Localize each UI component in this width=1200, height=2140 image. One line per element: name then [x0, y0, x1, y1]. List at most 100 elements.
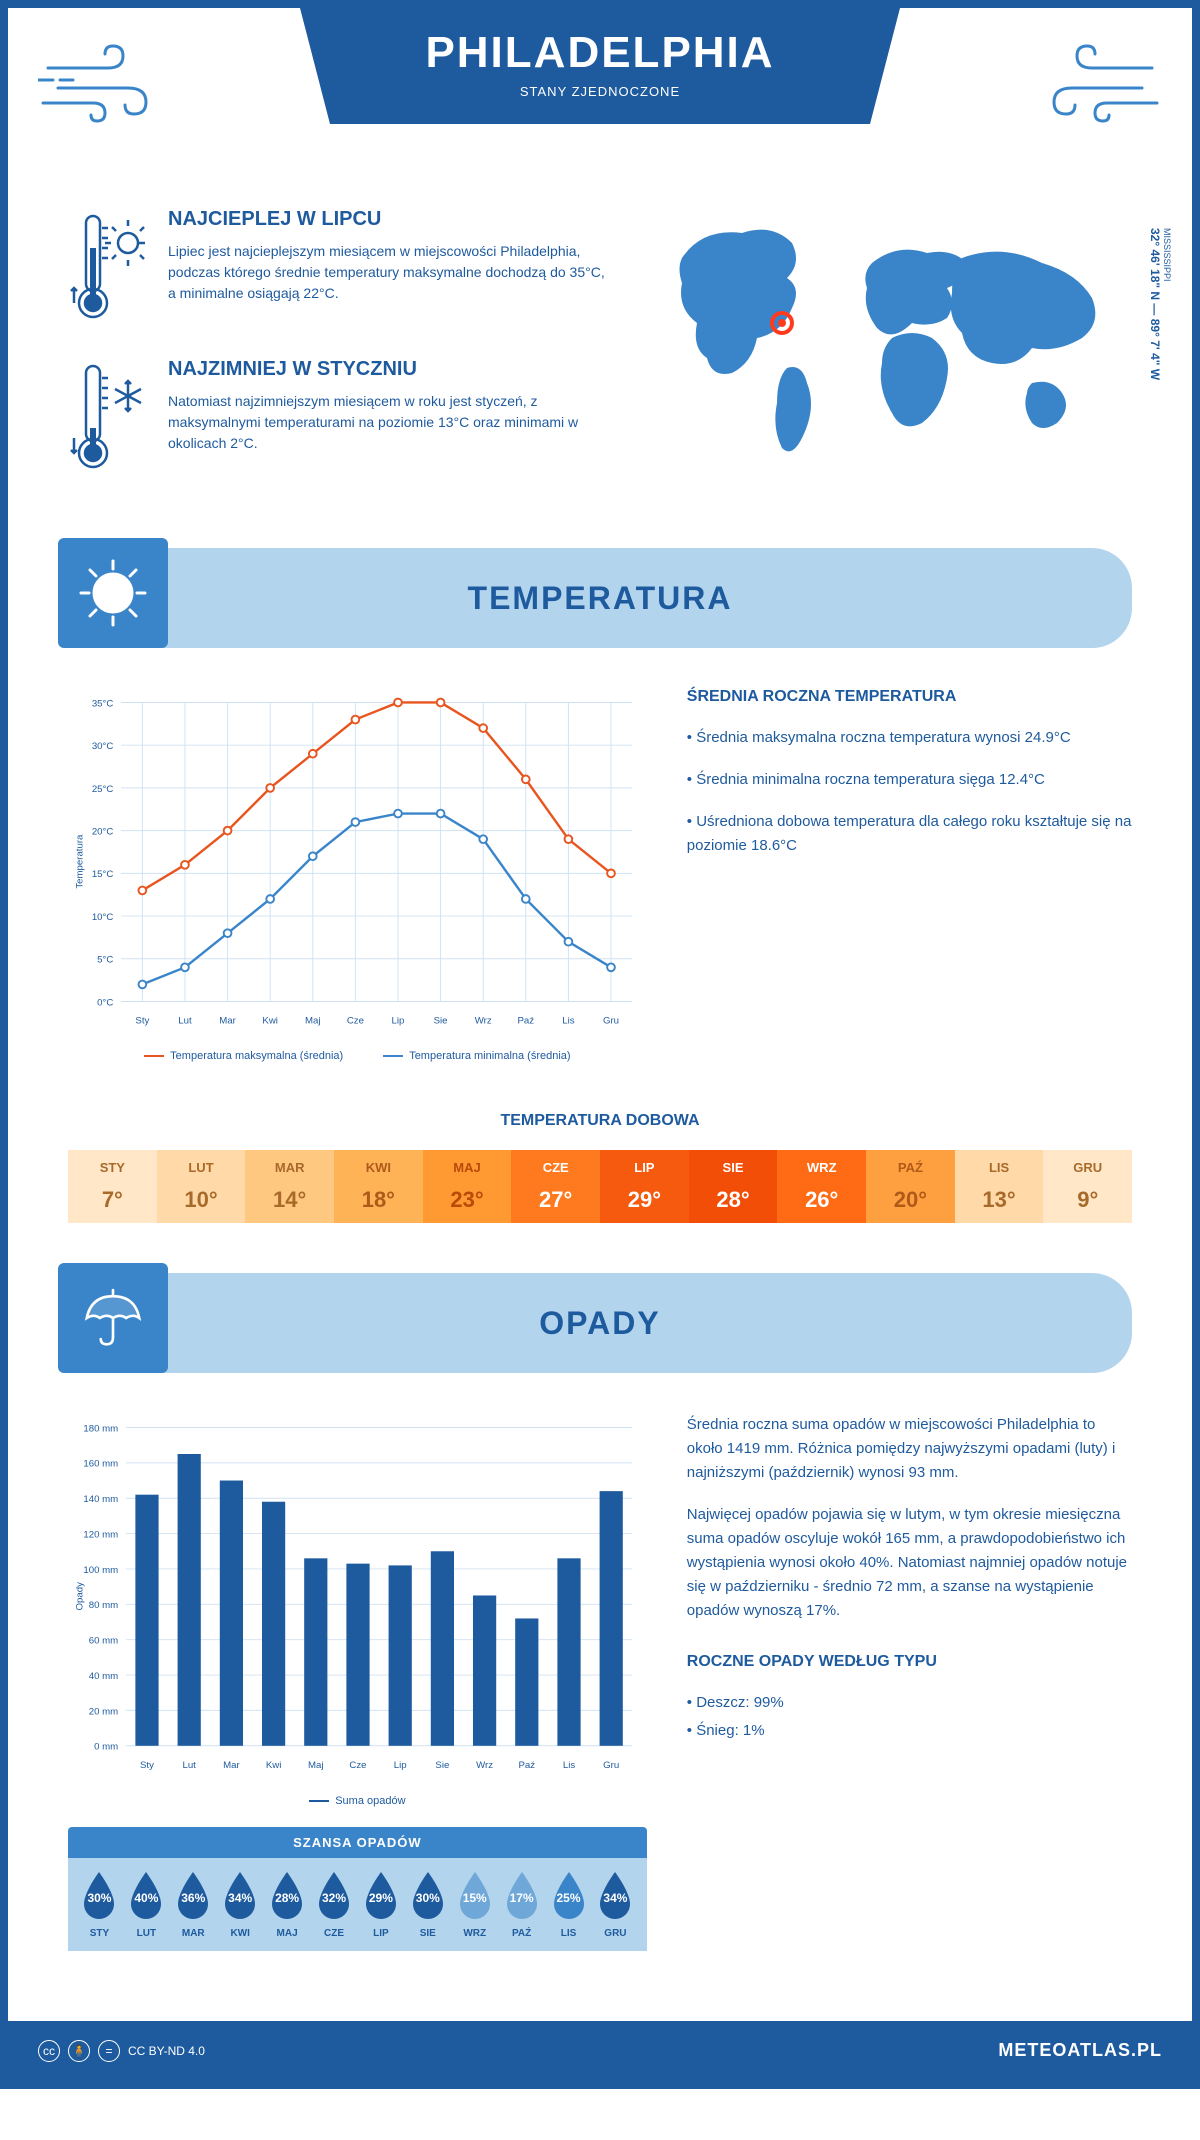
- svg-text:100 mm: 100 mm: [83, 1565, 118, 1576]
- svg-text:140 mm: 140 mm: [83, 1494, 118, 1505]
- cold-block: NAJZIMNIEJ W STYCZNIU Natomiast najzimni…: [68, 358, 612, 478]
- svg-text:20°C: 20°C: [92, 826, 114, 837]
- annual-temp-title: ŚREDNIA ROCZNA TEMPERATURA: [687, 688, 1132, 706]
- svg-text:25°C: 25°C: [92, 784, 114, 795]
- umbrella-icon: [58, 1263, 168, 1373]
- rain-chance-cell: 17% PAŹ: [498, 1870, 545, 1939]
- section-title: OPADY: [539, 1305, 660, 1342]
- license: cc 🧍 = CC BY-ND 4.0: [38, 2040, 205, 2062]
- daily-temp-cell: LIP29°: [600, 1150, 689, 1223]
- wind-icon: [38, 38, 178, 128]
- daily-temp-cell: KWI18°: [334, 1150, 423, 1223]
- daily-temp-cell: LUT10°: [157, 1150, 246, 1223]
- info-row: NAJCIEPLEJ W LIPCU Lipiec jest najcieple…: [8, 208, 1192, 548]
- rain-chance-cell: 34% GRU: [592, 1870, 639, 1939]
- title-banner: PHILADELPHIA STANY ZJEDNOCZONE: [300, 8, 900, 124]
- rain-chance-cell: 28% MAJ: [264, 1870, 311, 1939]
- warm-block: NAJCIEPLEJ W LIPCU Lipiec jest najcieple…: [68, 208, 612, 328]
- daily-temp-table: STY7°LUT10°MAR14°KWI18°MAJ23°CZE27°LIP29…: [68, 1150, 1132, 1223]
- rain-chance-panel: SZANSA OPADÓW 30% STY 40% LUT 36% MAR 34…: [68, 1827, 647, 1951]
- svg-text:Mar: Mar: [219, 1016, 236, 1027]
- rain-type-title: ROCZNE OPADY WEDŁUG TYPU: [687, 1653, 1132, 1671]
- annual-bullet: • Średnia minimalna roczna temperatura s…: [687, 768, 1132, 792]
- svg-text:Maj: Maj: [308, 1760, 324, 1771]
- svg-text:Temperatura: Temperatura: [74, 834, 85, 889]
- svg-text:40 mm: 40 mm: [89, 1671, 118, 1682]
- svg-text:Sty: Sty: [140, 1760, 154, 1771]
- rain-chance-cell: 29% LIP: [357, 1870, 404, 1939]
- svg-text:Kwi: Kwi: [262, 1016, 278, 1027]
- daily-temp-cell: SIE28°: [689, 1150, 778, 1223]
- brand-name: METEOATLAS.PL: [998, 2040, 1162, 2061]
- daily-temp-cell: GRU9°: [1043, 1150, 1132, 1223]
- rain-chance-cell: 25% LIS: [545, 1870, 592, 1939]
- city-name: PHILADELPHIA: [300, 28, 900, 78]
- svg-text:180 mm: 180 mm: [83, 1424, 118, 1435]
- svg-text:5°C: 5°C: [97, 955, 113, 966]
- temp-chart-legend: Temperatura maksymalna (średnia) Tempera…: [68, 1050, 647, 1062]
- rain-section-header: OPADY: [68, 1273, 1132, 1373]
- daily-temp-cell: WRZ26°: [777, 1150, 866, 1223]
- by-icon: 🧍: [68, 2040, 90, 2062]
- rain-chance-cell: 40% LUT: [123, 1870, 170, 1939]
- svg-text:Mar: Mar: [223, 1760, 240, 1771]
- svg-text:Opady: Opady: [74, 1582, 85, 1611]
- section-title: TEMPERATURA: [468, 580, 733, 617]
- svg-text:Sie: Sie: [434, 1016, 448, 1027]
- annual-temp-info: ŚREDNIA ROCZNA TEMPERATURA • Średnia mak…: [687, 688, 1132, 1062]
- rain-para: Najwięcej opadów pojawia się w lutym, w …: [687, 1503, 1132, 1623]
- svg-text:0 mm: 0 mm: [94, 1742, 118, 1753]
- world-map-icon: [652, 208, 1132, 468]
- rain-type-bullet: • Deszcz: 99%: [687, 1691, 1132, 1715]
- svg-text:80 mm: 80 mm: [89, 1600, 118, 1611]
- svg-text:35°C: 35°C: [92, 698, 114, 709]
- svg-text:Lis: Lis: [562, 1016, 574, 1027]
- map-panel: MISSISSIPPI 32° 46' 18" N — 89° 7' 4" W: [652, 208, 1132, 508]
- cc-icon: cc: [38, 2040, 60, 2062]
- svg-text:15°C: 15°C: [92, 869, 114, 880]
- daily-temp-title: TEMPERATURA DOBOWA: [8, 1112, 1192, 1130]
- coordinates: MISSISSIPPI 32° 46' 18" N — 89° 7' 4" W: [1148, 228, 1172, 380]
- svg-text:Wrz: Wrz: [475, 1016, 492, 1027]
- daily-temp-cell: MAJ23°: [423, 1150, 512, 1223]
- footer: cc 🧍 = CC BY-ND 4.0 METEOATLAS.PL: [8, 2021, 1192, 2081]
- sun-icon: [58, 538, 168, 648]
- rain-chance-cell: 30% STY: [76, 1870, 123, 1939]
- temperature-section-header: TEMPERATURA: [68, 548, 1132, 648]
- temperature-chart: 0°C5°C10°C15°C20°C25°C30°C35°CStyLutMarK…: [68, 688, 647, 1062]
- rain-para: Średnia roczna suma opadów w miejscowośc…: [687, 1413, 1132, 1485]
- svg-text:10°C: 10°C: [92, 912, 114, 923]
- header: PHILADELPHIA STANY ZJEDNOCZONE: [8, 8, 1192, 208]
- svg-text:Cze: Cze: [349, 1760, 366, 1771]
- daily-temp-cell: MAR14°: [245, 1150, 334, 1223]
- nd-icon: =: [98, 2040, 120, 2062]
- rain-chance-cell: 30% SIE: [404, 1870, 451, 1939]
- svg-text:0°C: 0°C: [97, 997, 113, 1008]
- wind-icon: [1022, 38, 1162, 128]
- daily-temp-cell: STY7°: [68, 1150, 157, 1223]
- svg-text:Lut: Lut: [182, 1760, 196, 1771]
- svg-text:Sty: Sty: [135, 1016, 149, 1027]
- daily-temp-cell: LIS13°: [955, 1150, 1044, 1223]
- rain-bar-chart: 0 mm20 mm40 mm60 mm80 mm100 mm120 mm140 …: [68, 1413, 647, 1807]
- thermometer-cold-icon: [68, 358, 148, 478]
- rain-chance-cell: 36% MAR: [170, 1870, 217, 1939]
- annual-bullet: • Średnia maksymalna roczna temperatura …: [687, 726, 1132, 750]
- svg-text:Lut: Lut: [178, 1016, 192, 1027]
- svg-text:Gru: Gru: [603, 1760, 619, 1771]
- svg-text:Maj: Maj: [305, 1016, 321, 1027]
- country-name: STANY ZJEDNOCZONE: [300, 84, 900, 99]
- svg-text:Gru: Gru: [603, 1016, 619, 1027]
- svg-text:20 mm: 20 mm: [89, 1707, 118, 1718]
- warm-text: Lipiec jest najcieplejszym miesiącem w m…: [168, 241, 612, 304]
- svg-text:Kwi: Kwi: [266, 1760, 282, 1771]
- svg-text:120 mm: 120 mm: [83, 1530, 118, 1541]
- svg-text:Lip: Lip: [392, 1016, 405, 1027]
- annual-bullet: • Uśredniona dobowa temperatura dla całe…: [687, 810, 1132, 858]
- svg-text:Lis: Lis: [563, 1760, 575, 1771]
- svg-text:160 mm: 160 mm: [83, 1459, 118, 1470]
- daily-temp-cell: PAŹ20°: [866, 1150, 955, 1223]
- warm-title: NAJCIEPLEJ W LIPCU: [168, 208, 612, 231]
- cold-title: NAJZIMNIEJ W STYCZNIU: [168, 358, 612, 381]
- cold-text: Natomiast najzimniejszym miesiącem w rok…: [168, 391, 612, 454]
